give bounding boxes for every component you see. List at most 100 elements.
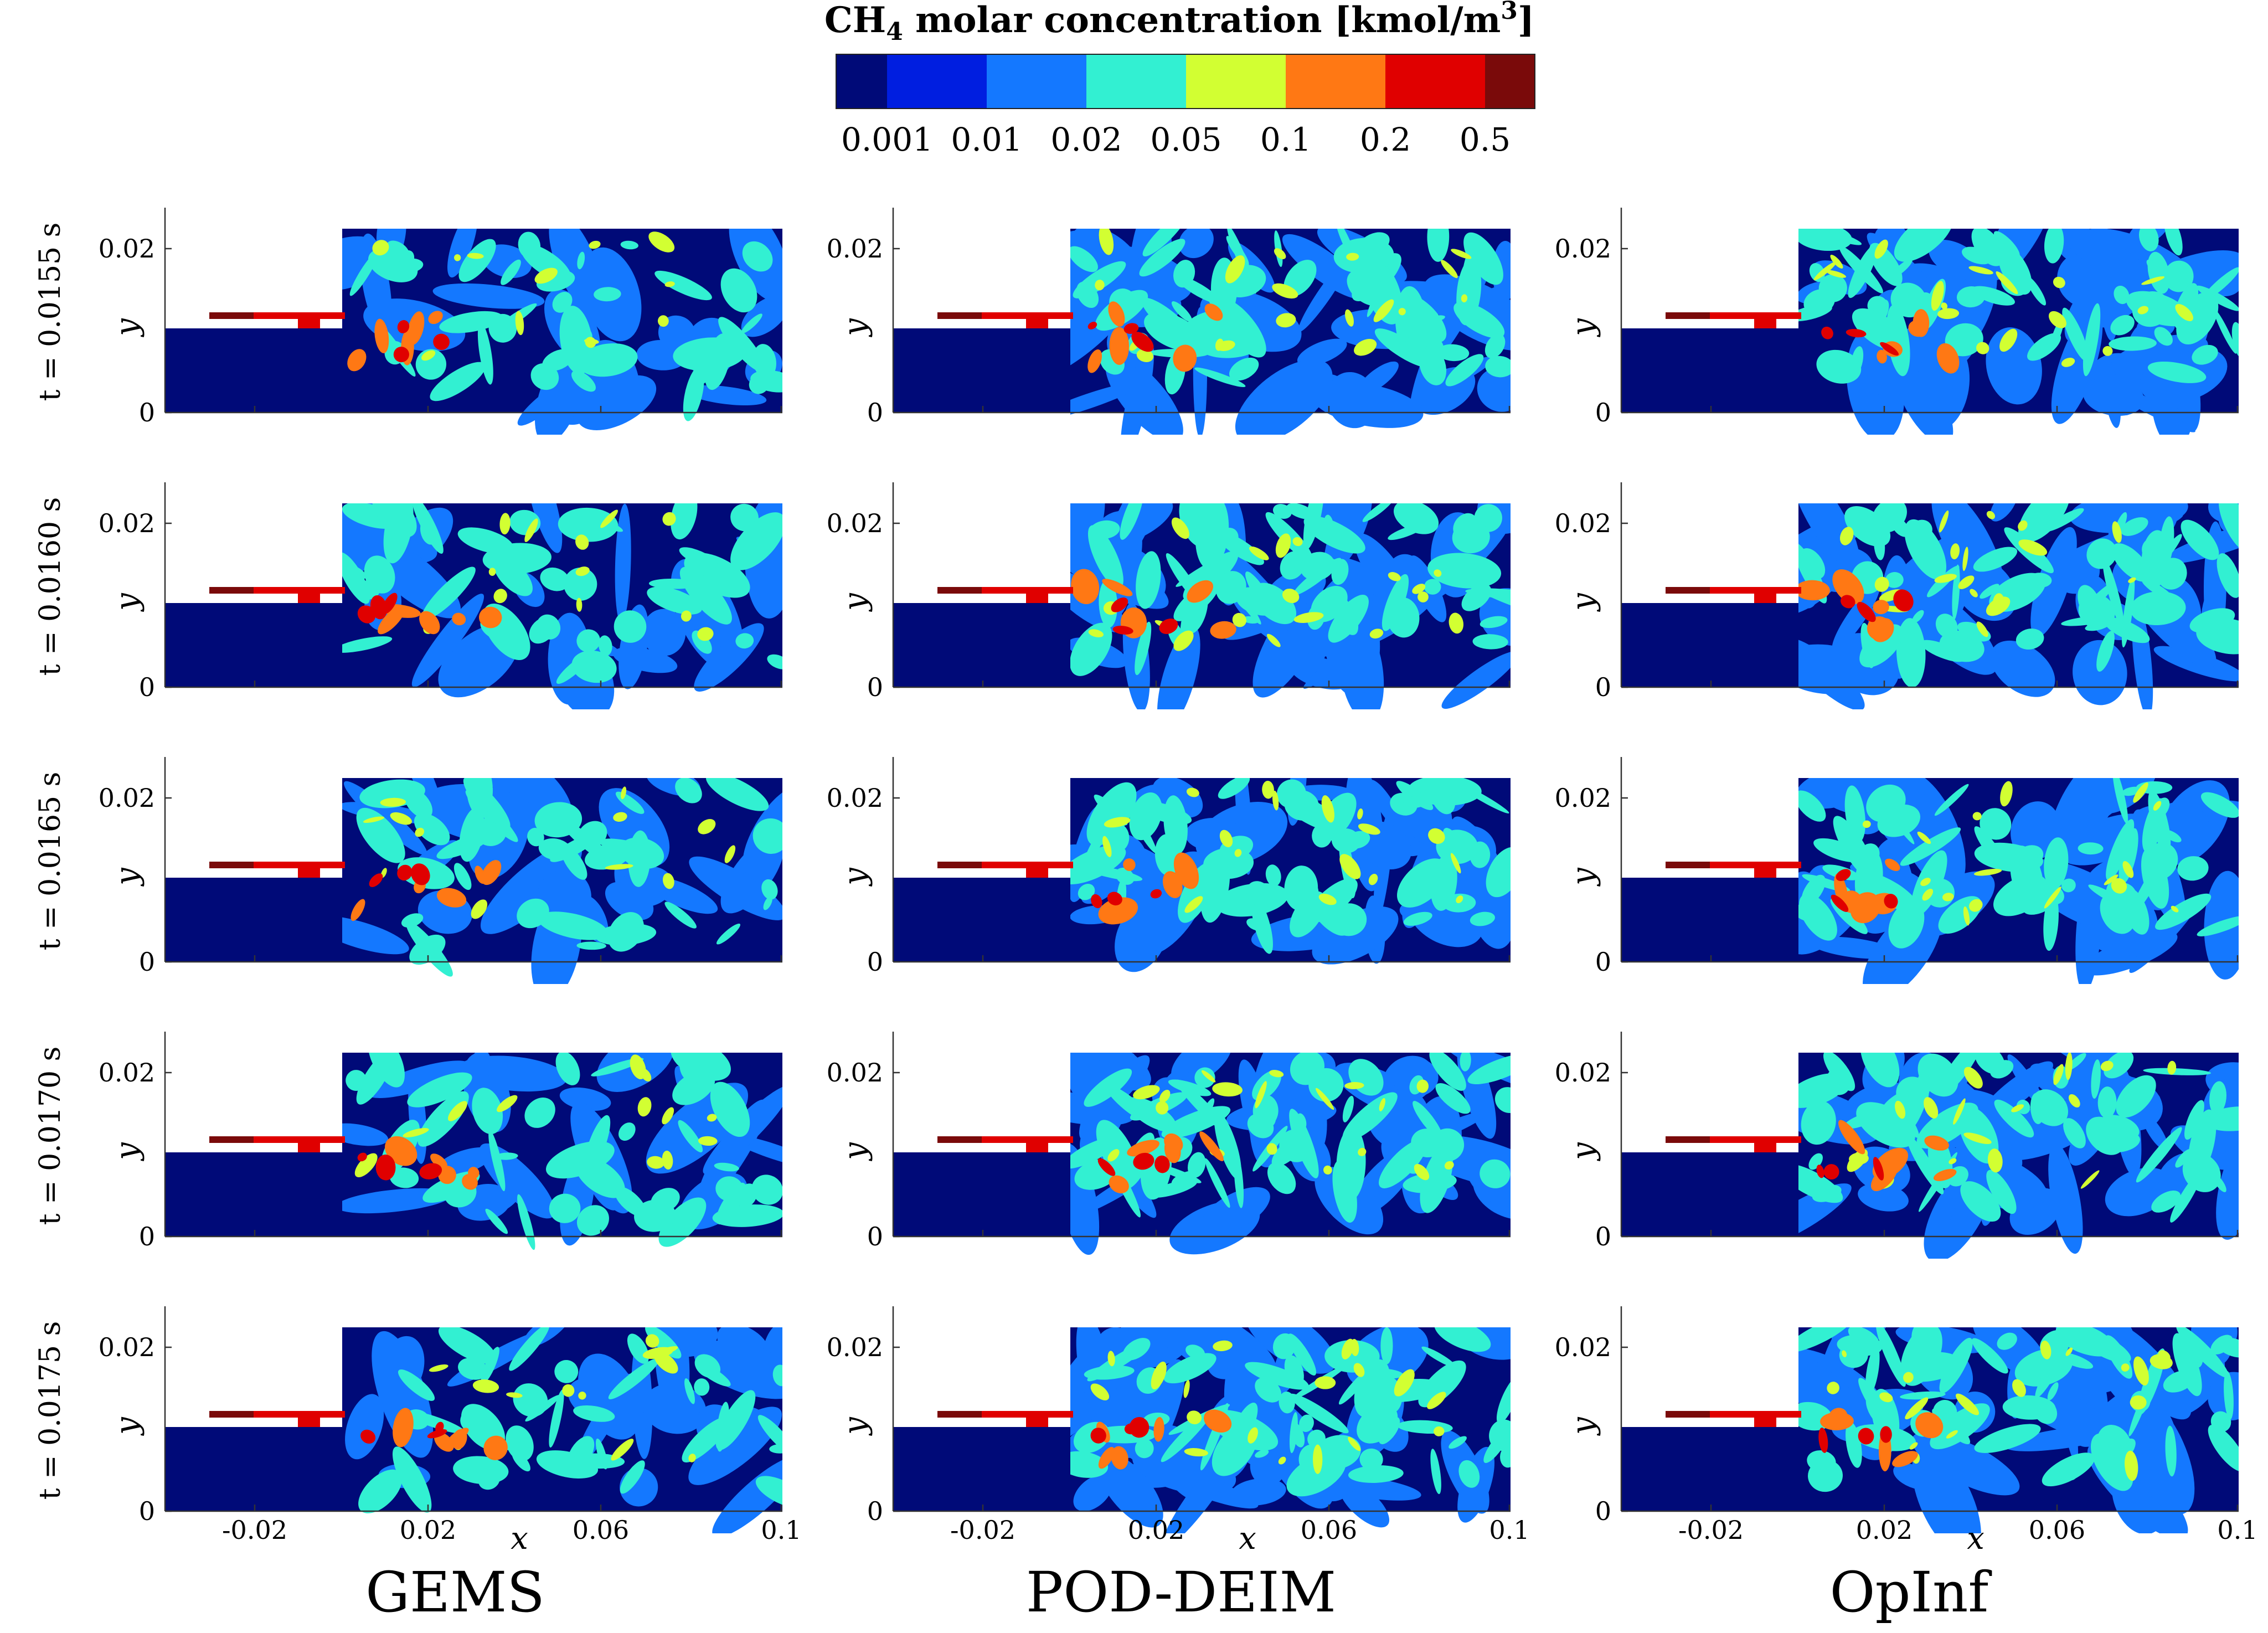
concentration-field	[345, 1327, 782, 1533]
field-blob	[600, 509, 618, 528]
field-blob	[1449, 1436, 1467, 1449]
field-blob	[1195, 503, 1229, 569]
field-blob	[1313, 1444, 1323, 1474]
field-blob	[393, 1408, 414, 1447]
field-blob	[673, 337, 746, 372]
field-blob	[1398, 308, 1406, 316]
field-blob	[735, 633, 754, 649]
field-blob	[1235, 359, 1333, 435]
field-blob	[621, 786, 627, 800]
field-blob	[1095, 280, 1105, 291]
field-blob	[471, 899, 488, 919]
concentration-field	[342, 229, 782, 435]
field-blob	[1894, 229, 1953, 262]
field-blob	[493, 589, 507, 604]
field-blob	[1895, 1100, 1906, 1119]
field-blob	[1269, 1070, 1284, 1078]
flow-panel: 0.02 0 y	[1555, 1032, 2239, 1259]
field-blob	[2063, 1118, 2086, 1148]
field-blob	[458, 1357, 488, 1380]
field-blob	[1218, 778, 1250, 799]
field-blob	[342, 1123, 389, 1146]
field-blob	[1492, 326, 1504, 345]
injector-lip	[1026, 319, 1048, 328]
field-blob	[350, 899, 365, 921]
field-blob	[1922, 888, 1934, 901]
field-blob	[2147, 361, 2207, 383]
field-blob	[716, 923, 740, 945]
injector-core	[1666, 1411, 1710, 1418]
field-blob	[671, 503, 698, 540]
field-blob	[1288, 1333, 1317, 1376]
field-blob	[2142, 1114, 2168, 1150]
field-blob	[506, 1392, 523, 1398]
field-blob	[2073, 640, 2127, 705]
field-blob	[1800, 548, 1826, 579]
field-blob	[375, 1154, 396, 1181]
field-blob	[1461, 294, 1468, 303]
field-blob	[1365, 1368, 1404, 1379]
field-blob	[1379, 1417, 1400, 1445]
field-blob	[1832, 584, 1880, 651]
field-blob	[1434, 1426, 1445, 1436]
field-blob	[1833, 816, 1875, 880]
field-blob	[1968, 266, 1993, 275]
field-blob	[1987, 1148, 2003, 1173]
field-blob	[1836, 869, 1851, 882]
field-blob	[642, 609, 686, 656]
flow-panel: 0.02 0 y	[1555, 208, 2239, 435]
field-blob	[2062, 307, 2089, 362]
field-blob	[2044, 887, 2061, 909]
y-tick-label: 0.02	[827, 234, 883, 264]
field-blob	[1971, 229, 2004, 266]
field-blob	[385, 1136, 417, 1166]
field-blob	[397, 864, 413, 881]
colorbar-tick-label: 0.02	[1050, 121, 1122, 158]
field-blob	[1234, 849, 1242, 857]
field-blob	[1950, 543, 1960, 560]
field-blob	[477, 322, 493, 385]
field-blob	[545, 1141, 615, 1179]
field-blob	[2047, 1382, 2059, 1401]
field-blob	[757, 1415, 782, 1457]
field-blob	[512, 1450, 530, 1472]
field-blob	[1489, 1419, 1511, 1451]
field-blob	[2090, 1433, 2133, 1491]
field-blob	[1935, 614, 1958, 638]
field-blob	[1874, 529, 1885, 560]
field-blob	[1924, 1135, 1949, 1151]
field-blob	[1131, 332, 1154, 352]
field-blob	[2016, 629, 2044, 650]
injector-lip	[1754, 594, 1776, 603]
field-blob	[578, 343, 638, 377]
field-blob	[1953, 1098, 1966, 1125]
field-blob	[554, 1359, 579, 1383]
field-blob	[1842, 1350, 1847, 1357]
y-axis-label: y	[1565, 867, 1601, 887]
field-blob	[1949, 1158, 1957, 1165]
field-blob	[2137, 306, 2149, 315]
field-blob	[1873, 1157, 1884, 1181]
field-blob	[2171, 905, 2179, 913]
field-blob	[1284, 260, 1317, 297]
y-tick-label: 0.02	[1555, 1058, 1611, 1088]
field-blob	[2121, 1393, 2195, 1515]
field-blob	[1970, 589, 1978, 597]
field-blob	[1161, 1106, 1231, 1139]
field-blob	[342, 916, 409, 955]
field-blob	[460, 1409, 484, 1433]
field-blob	[2197, 915, 2239, 936]
field-blob	[1873, 600, 1889, 615]
field-blob	[1083, 866, 1143, 882]
field-blob	[1104, 817, 1131, 828]
field-blob	[684, 1378, 695, 1404]
field-blob	[1434, 569, 1442, 577]
y-tick-label: 0.02	[1555, 1332, 1611, 1362]
field-blob	[1451, 249, 1472, 259]
field-blob	[1428, 828, 1445, 844]
field-blob	[1099, 229, 1114, 255]
field-blob	[607, 912, 644, 952]
field-blob	[2043, 508, 2084, 532]
field-blob	[751, 1174, 782, 1205]
field-blob	[2100, 1060, 2114, 1072]
